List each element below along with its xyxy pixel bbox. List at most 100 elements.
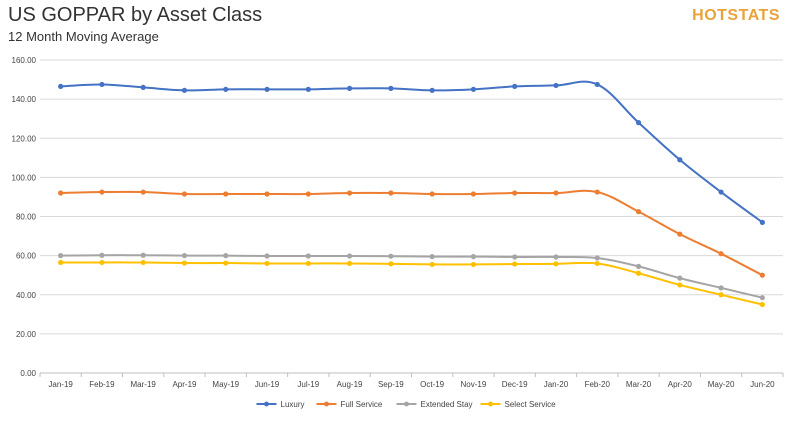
data-point xyxy=(594,81,600,88)
data-point xyxy=(99,81,105,88)
data-point xyxy=(140,84,146,90)
data-point xyxy=(346,260,353,267)
data-point xyxy=(429,261,435,268)
data-point xyxy=(388,253,394,259)
x-tick-label: Jun-19 xyxy=(255,380,280,389)
series-select-service xyxy=(58,259,765,308)
data-point xyxy=(181,87,188,93)
data-point xyxy=(58,190,64,196)
data-point xyxy=(388,261,394,267)
data-point xyxy=(718,251,724,257)
data-point xyxy=(718,285,724,291)
y-tick-label: 140.00 xyxy=(12,95,37,104)
data-point xyxy=(264,253,270,259)
data-point xyxy=(553,254,559,260)
data-point xyxy=(512,254,518,260)
legend-item: Select Service xyxy=(480,400,557,409)
data-point xyxy=(677,275,683,281)
data-point xyxy=(759,272,765,278)
data-point xyxy=(759,301,765,308)
data-point xyxy=(305,253,311,259)
data-point xyxy=(58,83,64,90)
data-point xyxy=(429,254,435,260)
data-point xyxy=(677,231,683,237)
data-point xyxy=(635,209,642,215)
data-point xyxy=(553,190,559,196)
x-tick-label: Nov-19 xyxy=(461,380,487,389)
legend-item: Luxury xyxy=(256,400,305,409)
series-line-extended-stay xyxy=(60,254,763,299)
data-point xyxy=(635,120,642,126)
data-point xyxy=(718,292,724,298)
data-point xyxy=(223,260,229,266)
data-point xyxy=(635,263,642,269)
data-point xyxy=(512,261,518,267)
series-line-luxury xyxy=(60,80,763,224)
y-tick-label: 60.00 xyxy=(16,252,37,261)
data-point xyxy=(223,191,229,197)
data-point xyxy=(346,85,353,91)
data-point xyxy=(470,191,477,197)
data-point xyxy=(470,254,477,260)
data-point xyxy=(553,261,559,267)
data-point xyxy=(223,86,229,92)
legend-marker xyxy=(404,401,409,407)
x-tick-label: Apr-20 xyxy=(668,380,693,389)
series-line-full-service xyxy=(60,189,763,277)
data-point xyxy=(429,87,435,93)
y-tick-label: 0.00 xyxy=(20,369,36,378)
chart-title: US GOPPAR by Asset Class xyxy=(8,4,263,26)
y-tick-label: 40.00 xyxy=(16,291,37,300)
data-point xyxy=(759,219,765,225)
x-axis: Jan-19 Feb-19 Mar-19 Apr-19 May-19 Jun-19 Jul-… xyxy=(39,373,784,389)
data-point xyxy=(718,189,724,195)
legend: Luxury Full Service Extended Stay Select Se… xyxy=(256,400,557,409)
data-point xyxy=(58,259,64,266)
legend-label: Select Service xyxy=(505,400,557,409)
data-point xyxy=(58,253,64,259)
data-point xyxy=(264,191,270,197)
x-tick-label: Sep-19 xyxy=(378,380,404,389)
data-point xyxy=(346,253,353,259)
x-tick-label: Jul-19 xyxy=(297,380,319,389)
series-line-select-service xyxy=(60,261,763,306)
data-point xyxy=(759,295,765,301)
x-tick-label: Feb-20 xyxy=(585,380,611,389)
series-extended-stay xyxy=(58,252,765,301)
data-point xyxy=(677,282,683,288)
data-point xyxy=(305,260,311,267)
data-point xyxy=(594,255,600,261)
legend-item: Extended Stay xyxy=(396,400,473,409)
data-point xyxy=(99,189,105,195)
data-point xyxy=(470,86,477,92)
legend-marker xyxy=(264,401,269,407)
data-point xyxy=(181,253,188,259)
x-tick-label: Mar-19 xyxy=(131,380,157,389)
data-point xyxy=(512,83,518,90)
legend-item: Full Service xyxy=(316,400,383,409)
x-tick-label: Jan-20 xyxy=(544,380,569,389)
x-tick-label: Dec-19 xyxy=(502,380,528,389)
legend-label: Full Service xyxy=(341,400,383,409)
data-point xyxy=(594,189,600,195)
data-point xyxy=(264,260,270,267)
data-point xyxy=(181,191,188,197)
x-tick-label: Feb-19 xyxy=(89,380,115,389)
data-point xyxy=(429,191,435,197)
data-point xyxy=(99,252,105,258)
data-point xyxy=(264,86,270,92)
x-tick-label: Oct-19 xyxy=(420,380,445,389)
data-point xyxy=(223,253,229,259)
legend-marker xyxy=(488,401,493,407)
y-tick-label: 20.00 xyxy=(16,330,37,339)
legend-marker xyxy=(324,401,329,407)
legend-label: Extended Stay xyxy=(421,400,473,409)
brand-logo: HOTSTATS xyxy=(692,7,780,24)
series-full-service xyxy=(58,189,765,278)
data-point xyxy=(305,86,311,92)
series-luxury xyxy=(58,80,765,225)
data-point xyxy=(99,259,105,266)
x-tick-label: Jan-19 xyxy=(48,380,73,389)
x-tick-label: May-20 xyxy=(708,380,735,389)
data-point xyxy=(346,190,353,196)
